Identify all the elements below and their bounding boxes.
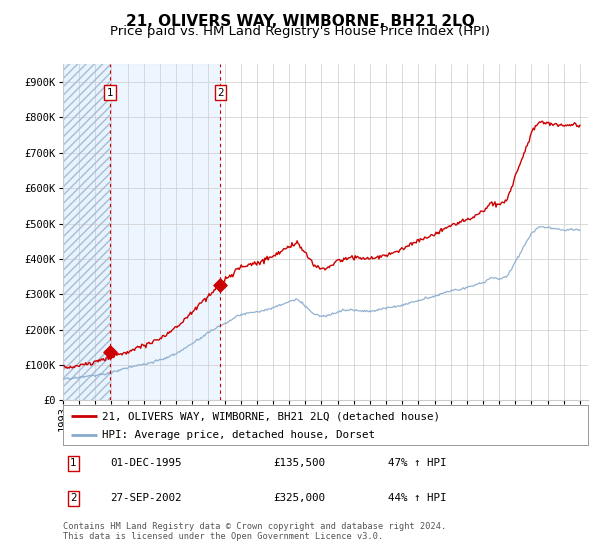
Text: 21, OLIVERS WAY, WIMBORNE, BH21 2LQ (detached house): 21, OLIVERS WAY, WIMBORNE, BH21 2LQ (det… bbox=[103, 411, 440, 421]
Point bbox=[106, 348, 115, 357]
Bar bbox=[63, 64, 110, 400]
Bar bbox=[63, 64, 110, 400]
Text: 47% ↑ HPI: 47% ↑ HPI bbox=[389, 459, 447, 468]
Point bbox=[215, 281, 225, 290]
Text: 01-DEC-1995: 01-DEC-1995 bbox=[110, 459, 182, 468]
Text: HPI: Average price, detached house, Dorset: HPI: Average price, detached house, Dors… bbox=[103, 430, 376, 440]
Text: Contains HM Land Registry data © Crown copyright and database right 2024.
This d: Contains HM Land Registry data © Crown c… bbox=[63, 522, 446, 542]
Text: 2: 2 bbox=[217, 88, 224, 97]
Text: 1: 1 bbox=[70, 459, 77, 468]
Text: 2: 2 bbox=[70, 493, 77, 503]
Text: 21, OLIVERS WAY, WIMBORNE, BH21 2LQ: 21, OLIVERS WAY, WIMBORNE, BH21 2LQ bbox=[125, 14, 475, 29]
Text: Price paid vs. HM Land Registry's House Price Index (HPI): Price paid vs. HM Land Registry's House … bbox=[110, 25, 490, 38]
Text: 1: 1 bbox=[107, 88, 113, 97]
Text: £325,000: £325,000 bbox=[273, 493, 325, 503]
Text: 44% ↑ HPI: 44% ↑ HPI bbox=[389, 493, 447, 503]
Text: £135,500: £135,500 bbox=[273, 459, 325, 468]
Bar bbox=[110, 64, 220, 400]
Text: 27-SEP-2002: 27-SEP-2002 bbox=[110, 493, 182, 503]
